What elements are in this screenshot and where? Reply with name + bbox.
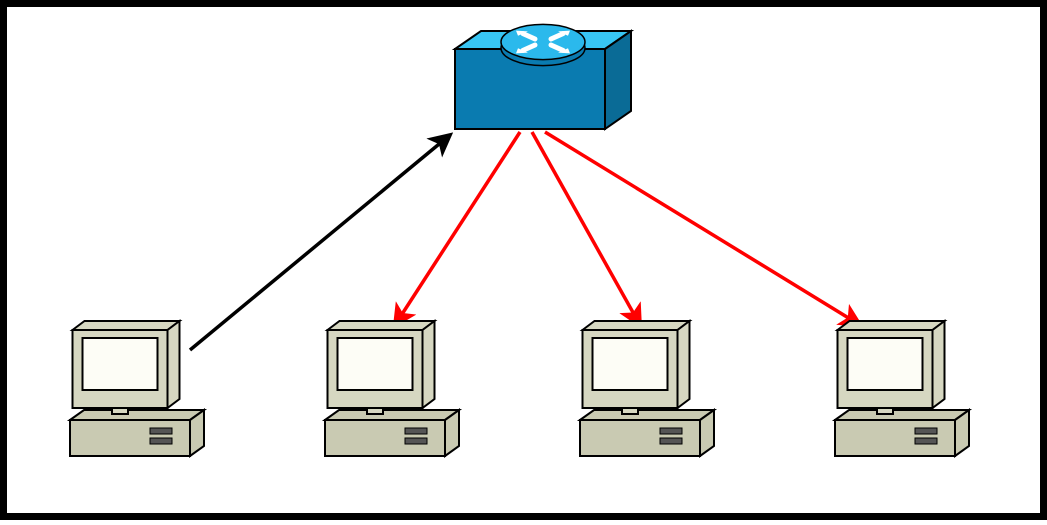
- diagram-canvas: [0, 0, 1047, 520]
- network-diagram-svg: [0, 0, 1047, 520]
- switch-icon: [455, 24, 631, 129]
